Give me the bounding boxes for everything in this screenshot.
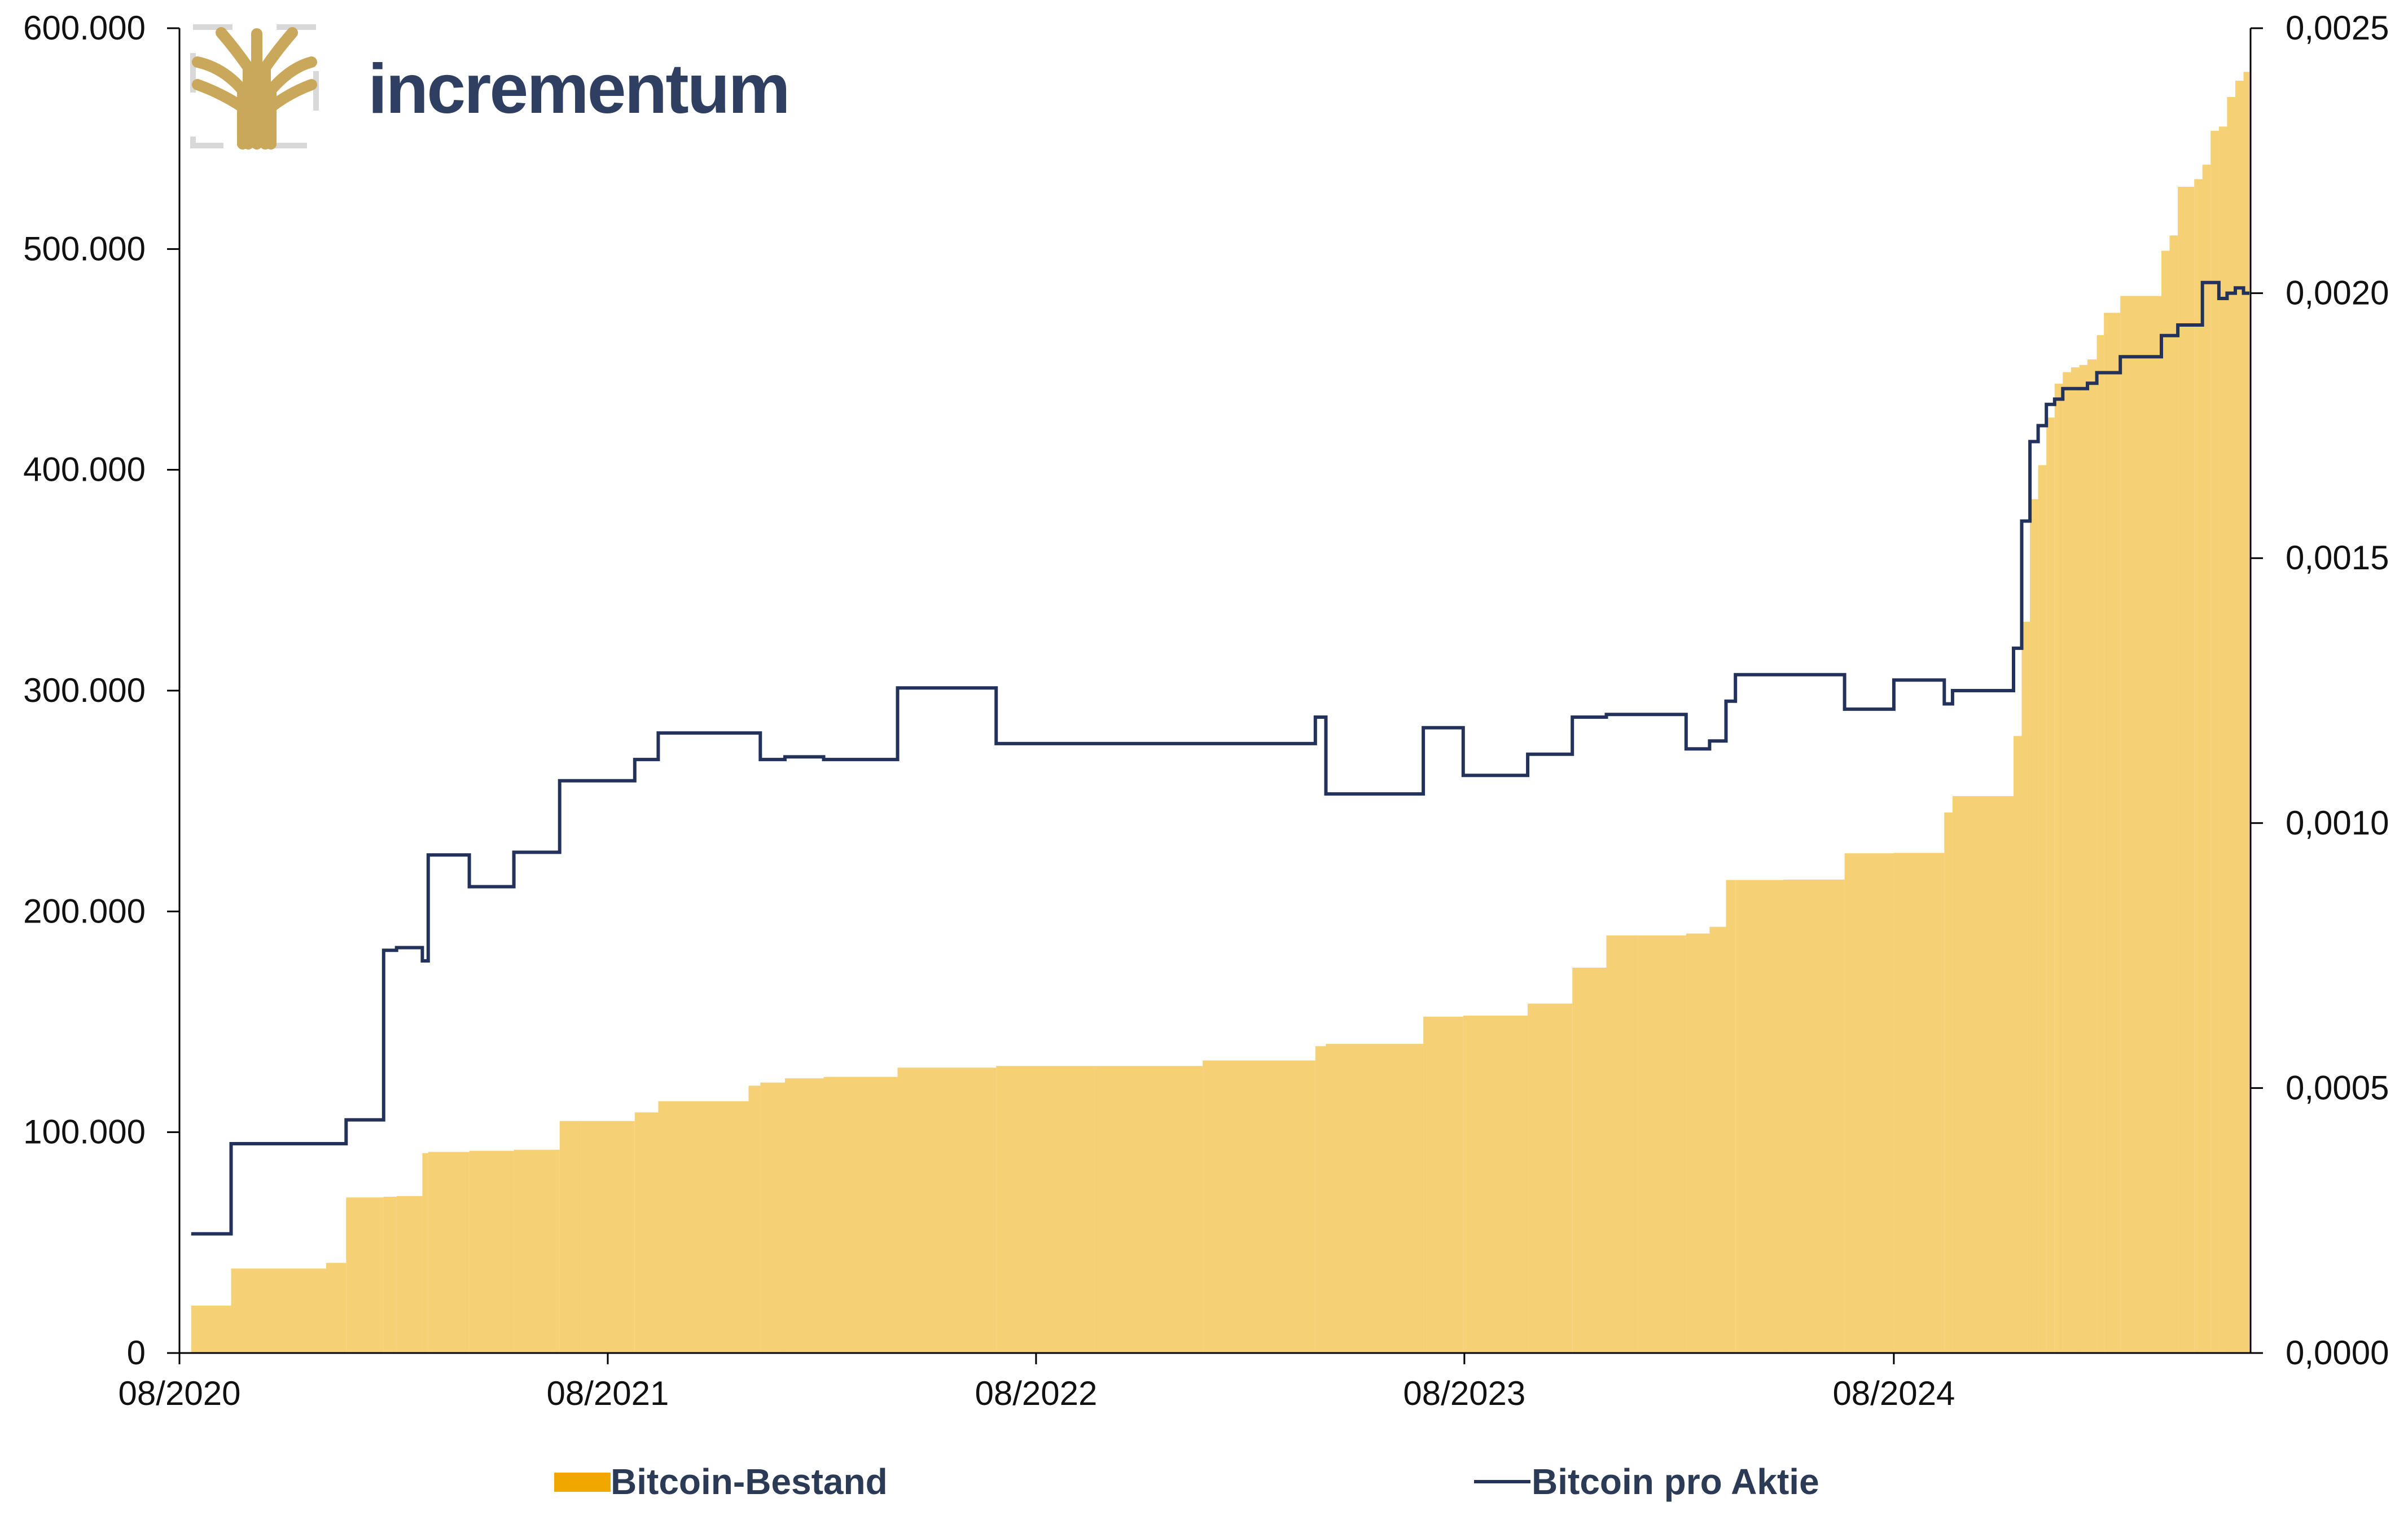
- bitcoin-holdings-bar: [2063, 372, 2071, 1354]
- logo-wordmark: incrementum: [368, 50, 789, 128]
- bitcoin-holdings-bar: [1953, 796, 2014, 1353]
- right-tick-label: 0,0020: [2286, 274, 2389, 312]
- x-tick-label: 08/2023: [1403, 1374, 1525, 1412]
- bitcoin-holdings-bar: [1944, 812, 1953, 1353]
- left-tick-label: 0: [127, 1334, 146, 1372]
- bitcoin-holdings-bar: [2235, 81, 2244, 1353]
- bitcoin-holdings-bar: [422, 1153, 428, 1353]
- bitcoin-holdings-bar: [1315, 1046, 1326, 1353]
- bitcoin-holdings-bar: [2210, 131, 2219, 1353]
- left-tick-label: 600.000: [23, 9, 146, 47]
- left-tick-label: 500.000: [23, 230, 146, 267]
- bitcoin-holdings-bar: [560, 1121, 581, 1353]
- x-tick-label: 08/2022: [975, 1374, 1097, 1412]
- bitcoin-holdings-bar: [428, 1152, 470, 1353]
- bitcoin-holdings-bar: [2227, 97, 2235, 1353]
- bitcoin-holdings-bar: [2170, 235, 2178, 1353]
- bitcoin-holdings-bar: [1203, 1061, 1206, 1354]
- bitcoin-holdings-bar: [346, 1197, 384, 1353]
- left-tick-label: 200.000: [23, 892, 146, 930]
- bitcoin-holdings-bar: [785, 1078, 824, 1353]
- legend-label-bitcoin-bestand: Bitcoin-Bestand: [611, 1461, 888, 1502]
- bitcoin-holdings-bar: [749, 1086, 761, 1353]
- bitcoin-holdings-bar: [2079, 365, 2087, 1353]
- bitcoin-holdings-bar: [2038, 465, 2047, 1353]
- bitcoin-holdings-bar: [635, 1113, 659, 1354]
- bitcoin-holdings-bar: [1095, 1066, 1203, 1353]
- bitcoin-holdings-bar: [2244, 72, 2250, 1353]
- bitcoin-holdings-bar: [658, 1101, 748, 1353]
- bitcoin-holdings-bar: [1463, 1016, 1528, 1353]
- bitcoin-holdings-bar: [2120, 296, 2161, 1354]
- bitcoin-holdings-bar: [1709, 927, 1726, 1353]
- bitcoin-holdings-bar: [2071, 367, 2080, 1353]
- x-tick-label: 08/2021: [547, 1374, 669, 1412]
- bitcoin-holdings-bar: [1206, 1061, 1315, 1354]
- bitcoin-holdings-bar: [1845, 853, 1894, 1353]
- bitcoin-holdings-bar: [2055, 384, 2063, 1353]
- bitcoin-holdings-bars: [191, 72, 2249, 1353]
- bitcoin-holdings-bar: [824, 1077, 898, 1353]
- bitcoin-holdings-bar: [1607, 935, 1638, 1353]
- bitcoin-holdings-bar: [2219, 126, 2227, 1353]
- right-tick-label: 0,0005: [2286, 1069, 2389, 1106]
- bitcoin-holdings-bar: [1572, 968, 1606, 1353]
- bitcoin-holdings-bar: [996, 1066, 1095, 1353]
- bitcoin-holdings-bar: [2194, 179, 2203, 1354]
- bitcoin-holdings-bar: [2014, 736, 2022, 1354]
- bitcoin-holdings-bar: [898, 1068, 997, 1353]
- bitcoin-holdings-bar: [760, 1083, 785, 1353]
- right-tick-label: 0,0010: [2286, 804, 2389, 842]
- incrementum-logo: incrementum: [193, 27, 789, 146]
- bitcoin-holdings-bar: [191, 1306, 231, 1353]
- bitcoin-holdings-bar: [2087, 359, 2097, 1353]
- legend-swatch-bitcoin-bestand: [554, 1473, 611, 1492]
- tree-logo-icon: [193, 27, 316, 146]
- bitcoin-holdings-bar: [326, 1263, 346, 1353]
- bitcoin-holdings-bar: [1726, 880, 1736, 1353]
- bitcoin-holdings-bar: [1423, 1017, 1463, 1353]
- bitcoin-holdings-bar: [1638, 935, 1686, 1353]
- bitcoin-holdings-bar: [2104, 313, 2120, 1353]
- bitcoin-holdings-bar: [397, 1196, 423, 1353]
- bitcoin-holdings-bar: [2022, 622, 2030, 1353]
- right-tick-label: 0,0025: [2286, 9, 2389, 47]
- left-tick-label: 300.000: [23, 671, 146, 709]
- bitcoin-holdings-bar: [1528, 1004, 1572, 1353]
- bitcoin-holdings-bar: [2203, 165, 2211, 1353]
- legend-label-bitcoin-pro-aktie: Bitcoin pro Aktie: [1532, 1461, 1819, 1502]
- bitcoin-holdings-bar: [1686, 934, 1710, 1354]
- x-tick-label: 08/2024: [1832, 1374, 1955, 1412]
- bitcoin-holdings-bar: [1735, 880, 1783, 1353]
- right-tick-label: 0,0015: [2286, 539, 2389, 577]
- bitcoin-holdings-bar: [581, 1121, 635, 1353]
- bitcoin-holdings-bar: [384, 1197, 397, 1353]
- legend: Bitcoin-Bestand Bitcoin pro Aktie: [554, 1461, 1819, 1502]
- bitcoin-holdings-bar: [2030, 499, 2038, 1353]
- x-tick-label: 08/2020: [119, 1374, 241, 1412]
- bitcoin-holdings-bar: [1783, 880, 1844, 1353]
- bitcoin-holdings-bar: [2178, 187, 2194, 1353]
- bitcoin-holdings-bar: [2097, 335, 2104, 1353]
- bitcoin-holdings-bar: [470, 1151, 514, 1353]
- left-tick-label: 100.000: [23, 1113, 146, 1151]
- bitcoin-holdings-bar: [1326, 1044, 1424, 1353]
- right-tick-label: 0,0000: [2286, 1334, 2389, 1372]
- bitcoin-holdings-bar: [2046, 418, 2055, 1353]
- bitcoin-holdings-bar: [231, 1268, 326, 1353]
- bitcoin-holdings-bar: [514, 1150, 560, 1353]
- bitcoin-holdings-bar: [2161, 251, 2170, 1353]
- left-tick-label: 400.000: [23, 451, 146, 489]
- bitcoin-holdings-bar: [1894, 853, 1944, 1353]
